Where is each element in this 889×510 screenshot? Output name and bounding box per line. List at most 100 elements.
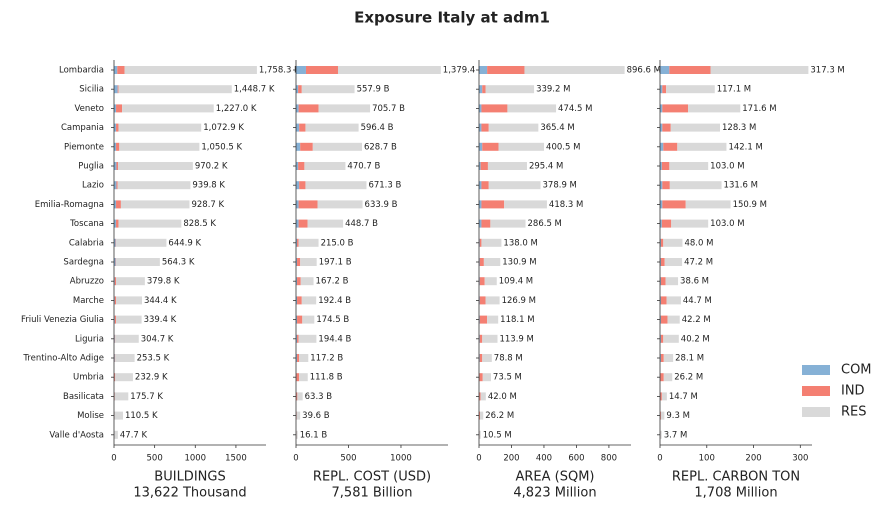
bar-segment [487, 315, 499, 324]
bar-segment [662, 85, 667, 94]
bar-segment [660, 315, 668, 324]
y-tick-label: Valle d'Aosta [49, 430, 104, 440]
bar-segment [297, 315, 303, 324]
bar-segment [479, 66, 488, 74]
bar-segment [118, 219, 182, 228]
value-label: 44.7 M [683, 296, 712, 306]
bar-segment [661, 392, 667, 401]
x-tick-label: 200 [503, 454, 519, 464]
bar-segment [479, 104, 482, 113]
y-tick-label: Liguria [75, 334, 104, 344]
value-label: 1,227.0 K [216, 104, 257, 114]
bar-segment [116, 258, 160, 266]
x-tick-label: 600 [568, 454, 584, 464]
bar-segment [660, 392, 662, 401]
bar-segment [524, 66, 625, 74]
bar-segment [296, 219, 299, 228]
value-label: 167.2 B [316, 277, 349, 287]
value-label: 131.6 M [724, 181, 758, 191]
value-label: 633.9 B [365, 200, 398, 210]
value-label: 109.4 M [499, 277, 533, 287]
bar-segment [479, 296, 480, 305]
y-tick-label: Friuli Venezia Giulia [21, 315, 104, 325]
bar-segment [479, 315, 480, 324]
bar-segment [664, 258, 683, 266]
bar-segment [296, 258, 298, 266]
bar-segment [114, 277, 117, 286]
bar-segment [479, 411, 484, 420]
y-tick-label: Sardegna [63, 258, 104, 268]
value-label: 1,072.9 K [203, 123, 244, 133]
value-label: 78.8 M [494, 354, 523, 364]
x-axis-label: AREA (SQM) [515, 470, 594, 485]
x-tick-label: 800 [601, 454, 617, 464]
bar-segment [662, 123, 671, 132]
value-label: 596.4 B [361, 123, 394, 133]
bar-segment [114, 258, 116, 266]
bar-segment [114, 85, 118, 94]
bar-segment [114, 315, 115, 324]
bar-segment [296, 392, 298, 401]
bar-segment [663, 142, 678, 151]
bar-segment [115, 373, 133, 382]
value-label: 628.7 B [364, 142, 397, 152]
bar-segment [507, 104, 557, 113]
bar-segment [487, 162, 527, 170]
bar-segment [296, 104, 299, 113]
bar-segment [298, 200, 318, 209]
bar-segment [301, 85, 355, 94]
value-label: 10.5 M [483, 430, 512, 440]
value-label: 448.7 B [345, 219, 378, 229]
value-label: 379.8 K [147, 277, 180, 287]
bar-segment [660, 181, 663, 190]
bar-segment [479, 296, 486, 305]
bar-segment [479, 411, 480, 420]
bar-segment [670, 123, 721, 132]
value-label: 557.9 B [357, 85, 390, 95]
bar-segment [479, 238, 482, 247]
legend-swatch [802, 407, 830, 417]
value-label: 232.9 K [135, 373, 168, 383]
bar-segment [671, 219, 709, 228]
x-tick-label: 500 [147, 454, 163, 464]
bar-segment [685, 200, 731, 209]
bar-segment [298, 162, 305, 170]
bar-segment [482, 354, 492, 362]
value-label: 215.0 B [321, 238, 354, 248]
value-label: 474.5 M [558, 104, 592, 114]
bar-segment [298, 85, 302, 94]
bar-segment [114, 238, 116, 247]
bar-segment [116, 238, 167, 247]
bar-segment [114, 315, 117, 324]
x-tick-label: 0 [476, 454, 481, 464]
value-label: 130.9 M [502, 258, 536, 268]
bar-segment [118, 162, 193, 170]
legend-label: RES [841, 405, 867, 420]
value-label: 705.7 B [372, 104, 405, 114]
bar-segment [479, 200, 482, 209]
value-label: 339.4 K [144, 315, 177, 325]
value-label: 63.3 B [305, 392, 333, 402]
value-label: 470.7 B [347, 162, 380, 172]
bar-segment [114, 104, 117, 113]
x-axis-total: 1,708 Million [694, 486, 777, 501]
bar-segment [482, 85, 486, 94]
bar-segment [660, 296, 661, 305]
bar-segment [485, 296, 500, 305]
value-label: 38.6 M [680, 277, 709, 287]
value-label: 1,448.7 K [234, 85, 275, 95]
bar-segment [660, 411, 665, 420]
bar-segment [116, 200, 121, 209]
value-label: 111.8 B [310, 373, 343, 383]
bar-segment [114, 296, 115, 305]
bar-segment [116, 123, 119, 132]
bar-segment [660, 258, 661, 266]
bar-segment [479, 354, 480, 362]
bar-segment [481, 200, 505, 209]
bar-segment [660, 296, 667, 305]
bar-segment [296, 296, 298, 305]
bar-segment [662, 104, 689, 113]
bar-segment [660, 373, 664, 382]
y-tick-label: Molise [77, 411, 104, 421]
